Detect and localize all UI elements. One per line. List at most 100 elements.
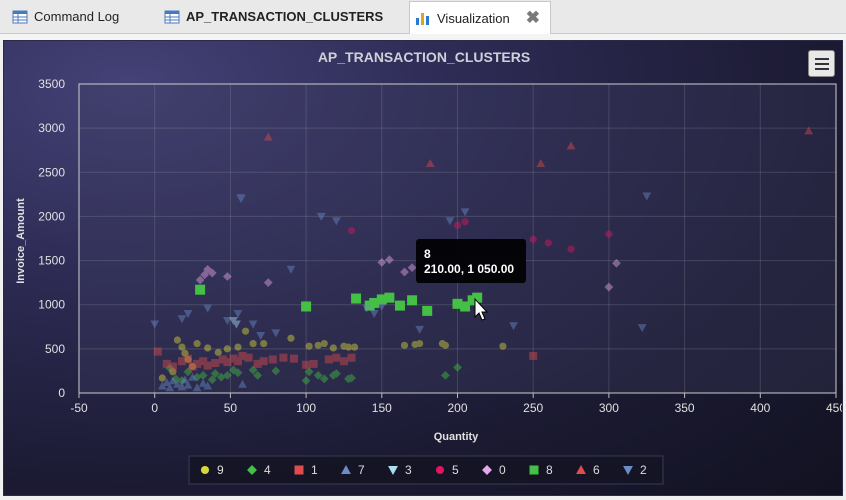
legend-symbol[interactable]	[623, 465, 633, 475]
data-point[interactable]	[416, 339, 424, 348]
legend-symbol[interactable]	[388, 465, 398, 475]
data-point[interactable]	[328, 370, 338, 380]
data-point[interactable]	[241, 327, 250, 335]
legend-item-3[interactable]: 3	[388, 463, 412, 477]
data-point[interactable]	[384, 255, 394, 265]
tab-command-log[interactable]: Command Log	[12, 2, 152, 31]
legend-item-6[interactable]: 6	[576, 463, 600, 477]
data-point[interactable]	[188, 362, 197, 371]
data-point[interactable]	[203, 265, 213, 274]
data-point[interactable]	[377, 257, 387, 267]
data-point[interactable]	[302, 360, 311, 369]
legend-symbol[interactable]	[200, 465, 210, 475]
data-point[interactable]	[238, 379, 247, 388]
legend-symbol[interactable]	[247, 465, 257, 475]
data-point[interactable]	[180, 375, 190, 384]
data-point[interactable]	[183, 309, 193, 318]
data-point[interactable]	[461, 218, 469, 226]
data-point[interactable]	[313, 370, 323, 380]
data-point[interactable]	[331, 369, 341, 378]
data-point[interactable]	[229, 365, 238, 375]
data-point[interactable]	[407, 295, 418, 306]
data-point[interactable]	[193, 339, 201, 348]
data-point[interactable]	[339, 357, 348, 366]
data-point[interactable]	[612, 258, 621, 268]
data-point[interactable]	[309, 359, 318, 368]
data-point[interactable]	[181, 349, 189, 357]
data-point[interactable]	[369, 297, 380, 308]
data-point[interactable]	[445, 217, 455, 226]
legend-symbol[interactable]	[294, 465, 304, 475]
data-point[interactable]	[351, 293, 362, 304]
data-point[interactable]	[350, 343, 359, 351]
data-point[interactable]	[536, 159, 546, 168]
data-point[interactable]	[198, 370, 208, 380]
legend-symbol[interactable]	[482, 465, 492, 475]
data-point[interactable]	[218, 355, 227, 364]
data-point[interactable]	[400, 341, 409, 349]
data-point[interactable]	[233, 368, 243, 378]
legend-symbol[interactable]	[576, 465, 586, 475]
data-point[interactable]	[347, 353, 356, 362]
legend-symbol[interactable]	[341, 465, 351, 475]
data-point[interactable]	[198, 378, 208, 387]
data-point[interactable]	[253, 359, 262, 368]
data-point[interactable]	[453, 221, 462, 229]
data-point[interactable]	[207, 375, 217, 385]
data-point[interactable]	[234, 343, 242, 351]
data-point[interactable]	[438, 339, 446, 348]
data-point[interactable]	[238, 351, 247, 360]
data-point[interactable]	[157, 381, 167, 390]
data-point[interactable]	[344, 343, 353, 351]
data-point[interactable]	[169, 368, 177, 376]
data-point[interactable]	[271, 366, 281, 376]
data-point[interactable]	[203, 381, 213, 390]
data-point[interactable]	[286, 265, 296, 274]
data-point[interactable]	[347, 226, 356, 235]
data-point[interactable]	[376, 294, 387, 305]
data-point[interactable]	[263, 278, 273, 288]
data-point[interactable]	[400, 267, 409, 277]
data-point[interactable]	[369, 309, 379, 318]
data-point[interactable]	[168, 362, 177, 371]
data-point[interactable]	[605, 230, 613, 238]
data-point[interactable]	[171, 374, 181, 384]
legend-item-7[interactable]: 7	[341, 463, 365, 477]
data-point[interactable]	[236, 195, 246, 204]
data-point[interactable]	[347, 373, 356, 383]
data-point[interactable]	[440, 370, 450, 380]
data-point[interactable]	[567, 245, 575, 253]
data-point[interactable]	[192, 383, 202, 392]
data-point[interactable]	[214, 348, 222, 356]
data-point[interactable]	[362, 304, 372, 313]
data-point[interactable]	[804, 126, 814, 135]
data-point[interactable]	[223, 358, 232, 367]
data-point[interactable]	[305, 342, 313, 350]
data-point[interactable]	[222, 317, 232, 326]
data-point[interactable]	[259, 357, 268, 366]
data-point[interactable]	[472, 292, 483, 303]
data-point[interactable]	[453, 362, 462, 372]
data-point[interactable]	[183, 380, 193, 389]
data-point[interactable]	[320, 339, 328, 348]
legend-item-1[interactable]: 1	[294, 463, 319, 477]
data-point[interactable]	[188, 362, 197, 371]
data-point[interactable]	[210, 369, 220, 378]
data-point[interactable]	[279, 353, 288, 362]
data-point[interactable]	[177, 315, 187, 324]
data-point[interactable]	[529, 351, 538, 360]
data-point[interactable]	[193, 359, 202, 368]
data-point[interactable]	[324, 355, 333, 364]
data-point[interactable]	[195, 275, 205, 285]
data-point[interactable]	[460, 301, 471, 312]
data-point[interactable]	[165, 363, 175, 373]
data-point[interactable]	[184, 354, 193, 363]
data-point[interactable]	[233, 309, 243, 318]
data-point[interactable]	[509, 322, 518, 331]
data-point[interactable]	[158, 374, 166, 382]
data-point[interactable]	[233, 357, 242, 366]
data-point[interactable]	[204, 344, 212, 352]
data-point[interactable]	[173, 379, 182, 388]
data-point[interactable]	[256, 332, 266, 341]
legend-item-8[interactable]: 8	[529, 463, 554, 477]
